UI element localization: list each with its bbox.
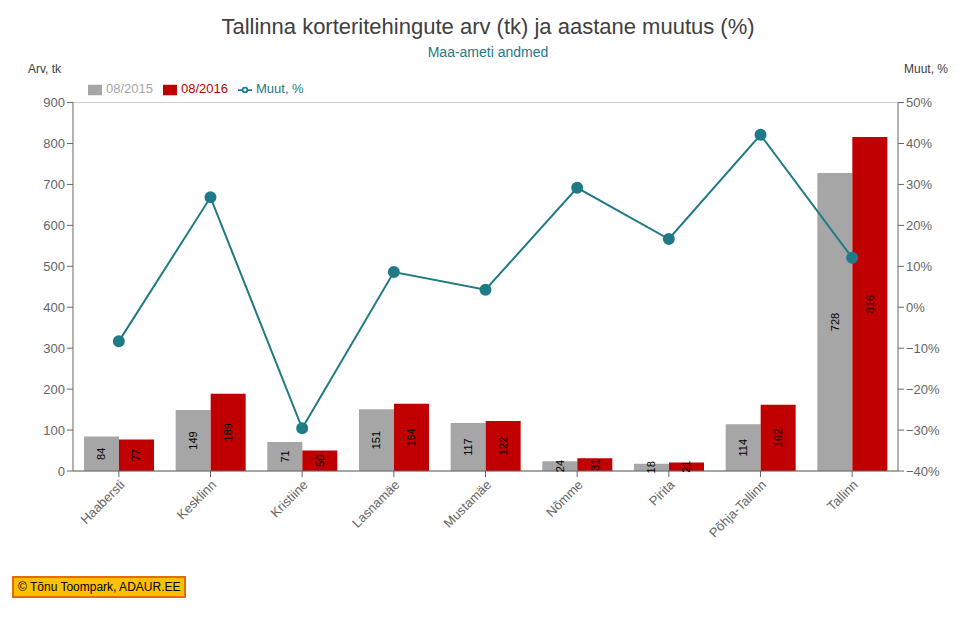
svg-text:151: 151	[371, 431, 383, 449]
svg-text:Haabersti: Haabersti	[78, 477, 128, 527]
svg-text:Pirita: Pirita	[646, 477, 678, 509]
svg-text:84: 84	[96, 448, 108, 460]
svg-text:30%: 30%	[906, 177, 932, 192]
svg-text:200: 200	[43, 382, 65, 397]
svg-text:24: 24	[554, 460, 566, 472]
svg-text:Tallinn: Tallinn	[824, 477, 861, 514]
svg-text:816: 816	[864, 295, 876, 313]
svg-text:162: 162	[772, 429, 784, 447]
svg-text:Mustamäe: Mustamäe	[441, 477, 495, 531]
svg-text:100: 100	[43, 423, 65, 438]
svg-text:31: 31	[589, 459, 601, 471]
svg-text:189: 189	[222, 423, 234, 441]
svg-text:164: 164	[406, 428, 418, 446]
svg-text:50: 50	[314, 455, 326, 467]
svg-text:600: 600	[43, 218, 65, 233]
svg-text:Nõmme: Nõmme	[543, 477, 586, 520]
svg-text:Põhja-Tallinn: Põhja-Tallinn	[706, 477, 769, 540]
svg-text:700: 700	[43, 177, 65, 192]
html-text:Arv, tk: Arv, tk	[28, 62, 62, 76]
svg-text:Kristiine: Kristiine	[268, 477, 311, 520]
svg-text:−30%: −30%	[906, 423, 940, 438]
svg-text:−40%: −40%	[906, 464, 940, 479]
svg-text:0%: 0%	[906, 300, 925, 315]
html-text:Muut, %: Muut, %	[256, 81, 304, 96]
svg-text:40%: 40%	[906, 136, 932, 151]
svg-text:Kesklinn: Kesklinn	[174, 477, 219, 522]
svg-text:71: 71	[279, 450, 291, 462]
html-text:Tallinna korteritehingute arv: Tallinna korteritehingute arv (tk) ja aa…	[221, 14, 755, 39]
html-text:Maa-ameti andmed: Maa-ameti andmed	[427, 44, 549, 60]
svg-text:0: 0	[58, 464, 65, 479]
svg-text:900: 900	[43, 95, 65, 110]
svg-text:114: 114	[737, 439, 749, 457]
svg-text:50%: 50%	[906, 95, 932, 110]
svg-text:728: 728	[829, 313, 841, 331]
svg-text:−10%: −10%	[906, 341, 940, 356]
svg-text:300: 300	[43, 341, 65, 356]
html-text:08/2015: 08/2015	[106, 81, 153, 96]
svg-text:400: 400	[43, 300, 65, 315]
svg-text:149: 149	[187, 431, 199, 449]
svg-text:−20%: −20%	[906, 382, 940, 397]
html-text:© Tõnu Toompark, ADAUR.EE: © Tõnu Toompark, ADAUR.EE	[18, 580, 181, 594]
svg-text:21: 21	[681, 461, 693, 473]
html-text:Muut, %: Muut, %	[904, 62, 948, 76]
svg-text:Lasnamäe: Lasnamäe	[349, 477, 403, 531]
html-text:08/2016: 08/2016	[181, 81, 228, 96]
svg-text:77: 77	[131, 449, 143, 461]
svg-text:500: 500	[43, 259, 65, 274]
svg-text:10%: 10%	[906, 259, 932, 274]
svg-text:800: 800	[43, 136, 65, 151]
svg-text:117: 117	[462, 438, 474, 456]
svg-text:20%: 20%	[906, 218, 932, 233]
svg-text:18: 18	[646, 461, 658, 473]
svg-text:122: 122	[497, 437, 509, 455]
